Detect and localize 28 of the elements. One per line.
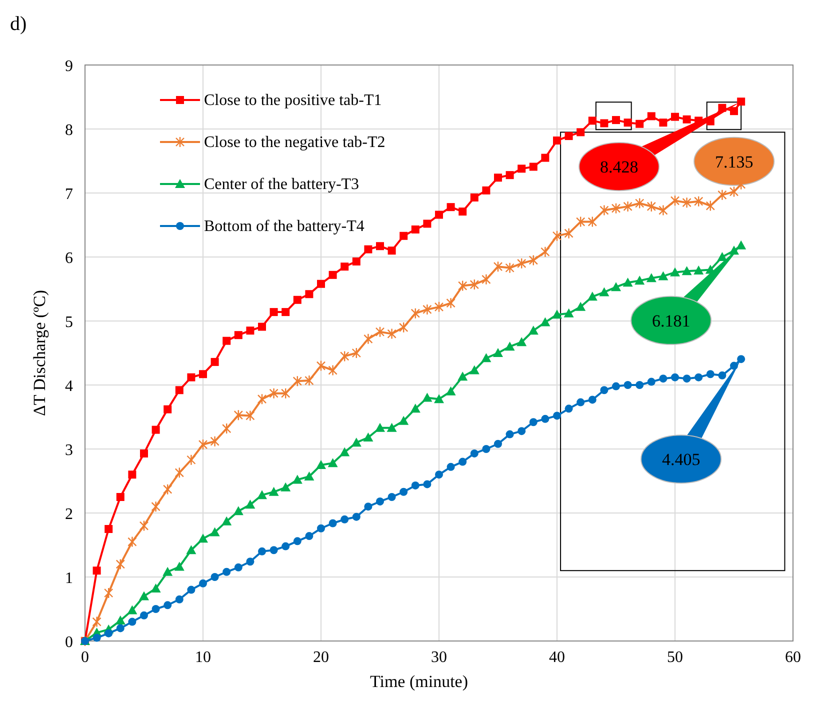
x-tick-label: 40 — [549, 649, 565, 666]
annotation: 4.405 — [662, 450, 700, 470]
y-tick-label: 5 — [65, 314, 73, 331]
x-axis-title: Time (minute) — [370, 672, 468, 691]
y-tick-label: 9 — [65, 58, 73, 75]
x-tick-label: 50 — [667, 649, 683, 666]
legend-label: Close to the positive tab-T1 — [204, 92, 382, 109]
y-tick-label: 2 — [65, 506, 73, 523]
legend-label: Close to the negative tab-T2 — [204, 134, 386, 151]
y-tick-label: 4 — [65, 378, 73, 395]
y-tick-label: 1 — [65, 570, 73, 587]
y-tick-label: 6 — [65, 250, 73, 267]
annotation: 7.135 — [714, 152, 754, 172]
x-tick-label: 60 — [785, 649, 801, 666]
y-tick-label: 7 — [65, 186, 73, 203]
x-tick-label: 10 — [195, 649, 211, 666]
legend-label: Bottom of the battery-T4 — [204, 218, 364, 235]
y-tick-label: 0 — [65, 634, 73, 651]
y-axis-title: ΔT Discharge (ºC) — [30, 290, 49, 416]
x-tick-label: 30 — [431, 649, 447, 666]
x-tick-label: 20 — [313, 649, 329, 666]
y-tick-label: 3 — [65, 442, 73, 459]
legend-label: Center of the battery-T3 — [204, 176, 360, 193]
annotation: 8.428 — [600, 158, 638, 177]
annotation: 6.181 — [652, 311, 690, 330]
chart-title: d) — [10, 13, 27, 35]
x-tick-label: 0 — [81, 649, 89, 666]
y-tick-label: 8 — [65, 122, 73, 139]
